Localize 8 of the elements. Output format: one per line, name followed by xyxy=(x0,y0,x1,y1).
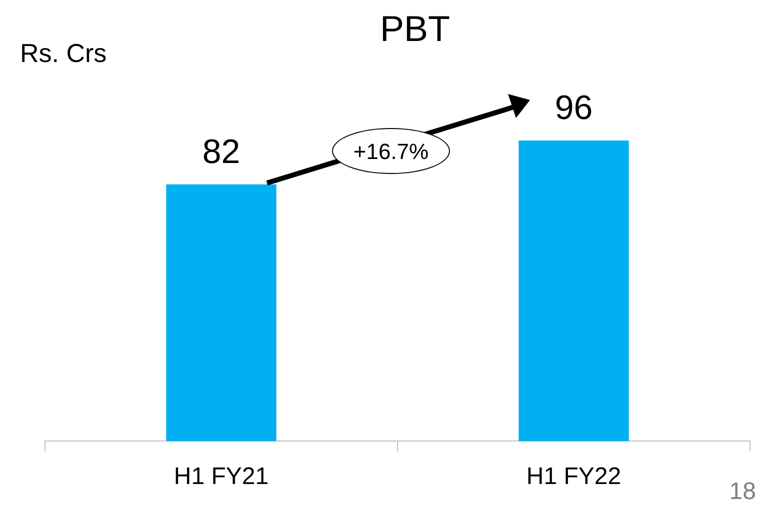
data-label: 96 xyxy=(554,88,593,127)
x-tick-label: H1 FY21 xyxy=(174,463,269,490)
chart-title: PBT xyxy=(380,8,450,49)
text: 18 xyxy=(729,478,756,506)
x-tick-label: H1 FY22 xyxy=(526,463,622,490)
y-axis-title: Rs. Crs xyxy=(20,38,107,69)
data-label: 82 xyxy=(202,132,240,171)
annotation: +16.7% xyxy=(332,128,450,174)
